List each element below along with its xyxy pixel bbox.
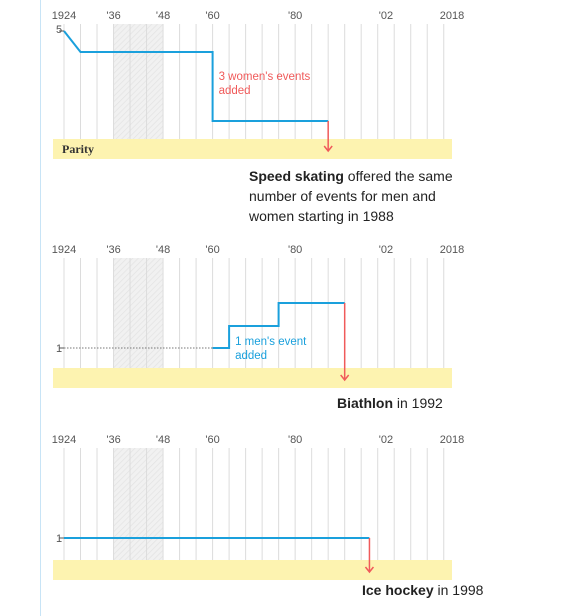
x-tick-label: 2018 <box>440 434 464 446</box>
mens-events-line <box>212 302 345 349</box>
x-tick-label: 2018 <box>440 10 464 22</box>
x-tick-label: '48 <box>156 244 170 256</box>
x-tick-label: '02 <box>379 244 393 256</box>
parity-band <box>53 368 452 388</box>
y-tick-label: 5 <box>56 24 62 36</box>
x-tick-label: 1924 <box>52 10 76 22</box>
annotation-text: 3 women's events <box>219 71 311 83</box>
x-tick-label: 1924 <box>52 434 76 446</box>
x-tick-label: '02 <box>379 10 393 22</box>
caption-bold: Ice hockey <box>362 582 434 598</box>
parity-band-label: Parity <box>62 142 94 156</box>
ice-hockey-caption: Ice hockey in 1998 <box>362 580 483 600</box>
x-tick-label: '48 <box>156 10 170 22</box>
x-tick-label: '02 <box>379 434 393 446</box>
x-tick-label: '60 <box>205 10 219 22</box>
y-tick-label: 1 <box>56 343 62 355</box>
biathlon-caption: Biathlon in 1992 <box>337 393 443 413</box>
x-tick-label: '36 <box>106 434 120 446</box>
mens-events-line <box>63 30 329 122</box>
speed-skating-caption: Speed skating offered the same number of… <box>249 166 479 226</box>
parity-arrow-head <box>323 145 333 153</box>
x-tick-label: '80 <box>288 434 302 446</box>
x-tick-label: '36 <box>106 244 120 256</box>
x-tick-label: '48 <box>156 434 170 446</box>
x-tick-label: '60 <box>205 434 219 446</box>
page-left-rule <box>40 0 41 616</box>
annotation-text: added <box>219 85 251 97</box>
caption-bold: Speed skating <box>249 168 344 184</box>
speed-skating-panel: 1924 '36 '48 '60 '80 '02 2018 Parity 5 3 women's … <box>52 10 464 159</box>
annotation-text: 1 men's event <box>235 336 307 348</box>
x-tick-label: '36 <box>106 10 120 22</box>
war-gap-shading <box>113 24 164 158</box>
ice-hockey-panel: 1924 '36 '48 '60 '80 '02 2018 1 <box>52 434 464 580</box>
parity-arrow-head <box>340 374 350 382</box>
caption-text: in 1992 <box>393 395 443 411</box>
x-tick-label: '80 <box>288 244 302 256</box>
war-gap-shading <box>113 258 164 388</box>
annotation-text: added <box>235 350 267 362</box>
parity-band <box>53 560 452 580</box>
biathlon-panel: 1924 '36 '48 '60 '80 '02 2018 1 1 men's event add… <box>52 244 464 388</box>
x-tick-label: '60 <box>205 244 219 256</box>
x-tick-label: '80 <box>288 10 302 22</box>
y-tick-label: 1 <box>56 533 62 545</box>
caption-line: women starting in 1988 <box>249 208 394 224</box>
caption-bold: Biathlon <box>337 395 393 411</box>
war-gap-shading <box>113 448 164 578</box>
caption-line: number of events for men and <box>249 188 436 204</box>
x-tick-label: 1924 <box>52 244 76 256</box>
caption-text: offered the same <box>343 168 453 184</box>
x-tick-label: 2018 <box>440 244 464 256</box>
parity-band <box>53 139 452 159</box>
caption-text: in 1998 <box>433 582 484 598</box>
parity-arrow-head <box>364 566 375 574</box>
